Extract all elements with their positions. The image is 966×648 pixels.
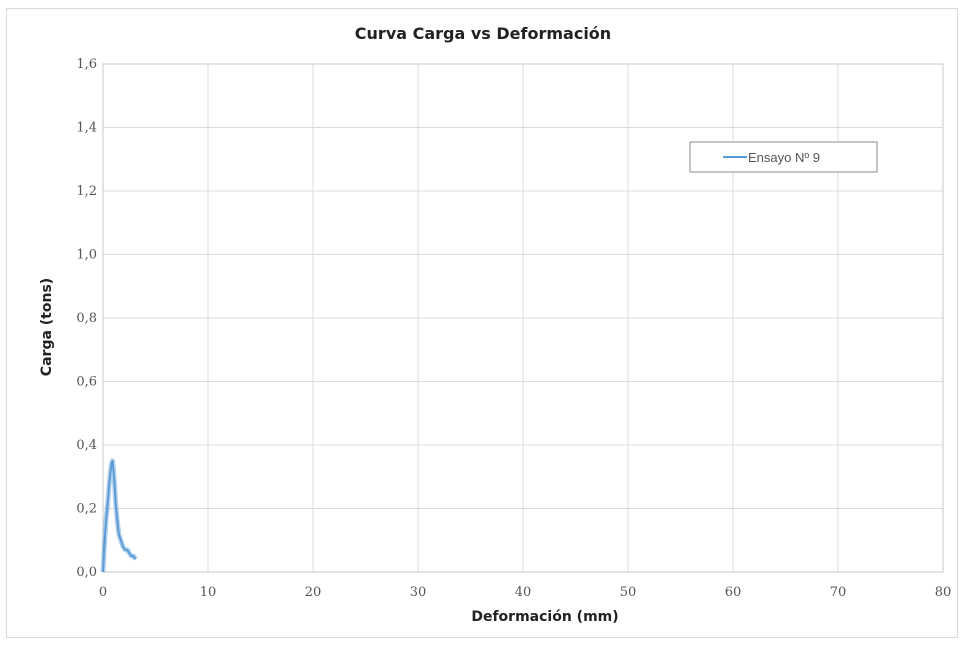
y-tick-label: 0,8	[76, 311, 97, 326]
x-tick-label: 80	[935, 585, 952, 600]
x-axis-label: Deformación (mm)	[471, 609, 618, 625]
y-axis-label: Carga (tons)	[39, 278, 55, 376]
y-tick-label: 1,2	[76, 184, 97, 199]
plot-area	[102, 63, 944, 573]
x-tick-label: 10	[200, 585, 217, 600]
x-tick-label: 40	[515, 585, 532, 600]
grid-layer	[102, 63, 944, 573]
y-tick-label: 1,4	[76, 121, 97, 136]
series-line-ensayo-9	[102, 459, 137, 573]
y-tick-label: 0,4	[76, 438, 97, 453]
chart-frame: Curva Carga vs Deformación 0,0 0,2 0,4 0,6 0…	[6, 8, 958, 638]
x-tick-label: 70	[830, 585, 847, 600]
y-tick-label: 1,6	[76, 57, 97, 72]
legend: Ensayo Nº 9	[689, 141, 878, 173]
chart-title: Curva Carga vs Deformación	[355, 24, 611, 43]
series-layer	[100, 458, 138, 573]
legend-box	[689, 141, 878, 173]
y-tick-label: 0,0	[76, 565, 97, 580]
x-tick-label: 0	[99, 585, 107, 600]
x-tick-label: 20	[305, 585, 322, 600]
y-tick-label: 1,0	[76, 248, 97, 263]
x-tick-label: 50	[620, 585, 637, 600]
x-tick-label: 60	[725, 585, 742, 600]
x-tick-label: 30	[410, 585, 427, 600]
y-tick-label: 0,2	[76, 502, 97, 517]
chart-svg: Curva Carga vs Deformación 0,00,20,40,60…	[39, 24, 951, 625]
legend-entry-ensayo-9: Ensayo Nº 9	[748, 150, 820, 165]
tick-layer: 0,0 0,2 0,4 0,6 0,8 1,0 1,2 1,4 1,6 0 10 20 30 40 50 60…	[76, 57, 951, 600]
y-tick-label: 0,6	[76, 375, 97, 390]
